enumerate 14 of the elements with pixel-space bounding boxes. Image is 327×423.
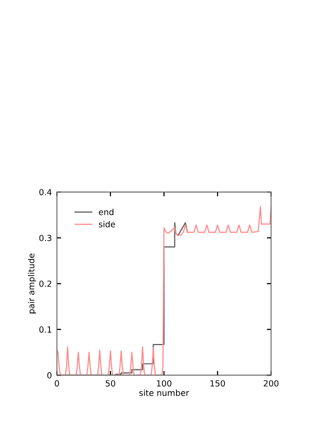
y-tick-label: 0.3 <box>39 234 52 242</box>
legend-label: end <box>98 208 114 216</box>
y-tick-label: 0.2 <box>39 280 52 287</box>
x-tick-label: 100 <box>156 380 172 387</box>
y-tick-label: 0 <box>47 372 52 378</box>
x-tick-label: 0 <box>54 380 59 387</box>
x-tick-label: 50 <box>106 380 116 387</box>
y-axis-title: pair amplitude <box>28 254 36 314</box>
x-tick-label: 200 <box>264 380 278 387</box>
y-tick-label: 0.4 <box>39 189 52 196</box>
x-axis-title: site number <box>139 390 190 396</box>
legend-label: side <box>98 220 116 228</box>
y-tick-label: 0.1 <box>39 326 52 333</box>
x-tick-label: 150 <box>210 380 225 387</box>
